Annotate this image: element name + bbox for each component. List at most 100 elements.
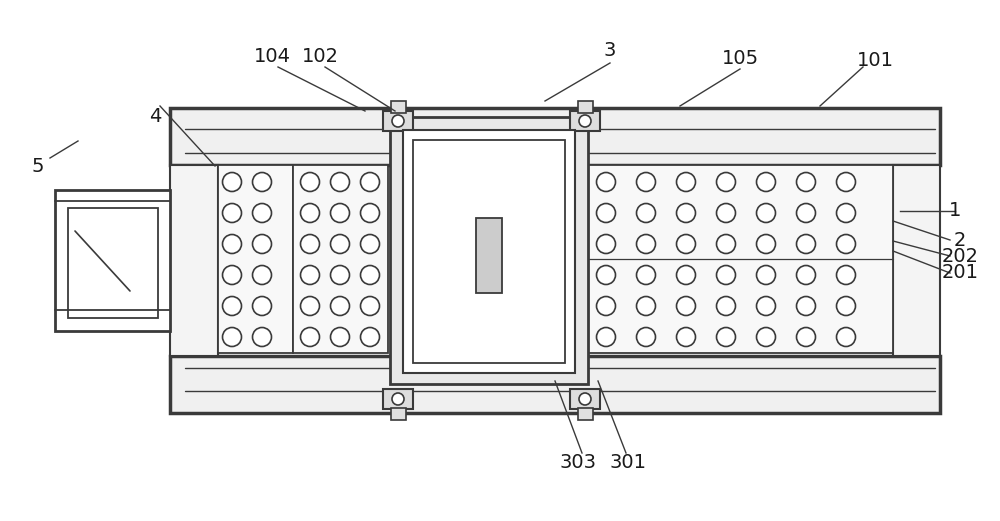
- Circle shape: [676, 234, 696, 254]
- Text: 202: 202: [942, 246, 978, 266]
- Circle shape: [716, 234, 736, 254]
- Circle shape: [392, 393, 404, 405]
- Circle shape: [596, 172, 616, 192]
- Circle shape: [796, 296, 816, 316]
- Text: 301: 301: [610, 453, 646, 473]
- Bar: [293, 165, 388, 353]
- Circle shape: [716, 204, 736, 222]
- Circle shape: [796, 234, 816, 254]
- Circle shape: [252, 296, 272, 316]
- Circle shape: [716, 172, 736, 192]
- Circle shape: [676, 266, 696, 284]
- Bar: [578, 408, 593, 420]
- Circle shape: [596, 266, 616, 284]
- Circle shape: [300, 328, 320, 346]
- Circle shape: [757, 204, 776, 222]
- Circle shape: [330, 328, 350, 346]
- Text: 5: 5: [32, 156, 44, 176]
- Circle shape: [836, 266, 856, 284]
- Circle shape: [836, 234, 856, 254]
- Bar: [391, 408, 406, 420]
- Circle shape: [637, 172, 656, 192]
- Circle shape: [330, 204, 350, 222]
- Circle shape: [222, 172, 242, 192]
- Text: 101: 101: [856, 52, 894, 70]
- Circle shape: [757, 234, 776, 254]
- Circle shape: [579, 115, 591, 127]
- Circle shape: [252, 234, 272, 254]
- Bar: [383, 111, 413, 131]
- Bar: [570, 111, 600, 131]
- Text: 4: 4: [149, 106, 161, 126]
- Circle shape: [360, 204, 380, 222]
- Circle shape: [330, 266, 350, 284]
- Circle shape: [637, 328, 656, 346]
- Bar: [391, 101, 406, 113]
- Circle shape: [757, 296, 776, 316]
- Text: 201: 201: [942, 264, 978, 282]
- Bar: [383, 389, 413, 409]
- Circle shape: [757, 172, 776, 192]
- Circle shape: [637, 296, 656, 316]
- Circle shape: [716, 266, 736, 284]
- Text: 1: 1: [949, 202, 961, 220]
- Circle shape: [360, 266, 380, 284]
- Circle shape: [300, 266, 320, 284]
- Circle shape: [757, 328, 776, 346]
- Circle shape: [836, 328, 856, 346]
- Circle shape: [757, 266, 776, 284]
- Text: 105: 105: [721, 49, 759, 68]
- Circle shape: [360, 172, 380, 192]
- Bar: [218, 165, 293, 353]
- Circle shape: [637, 266, 656, 284]
- Circle shape: [796, 328, 816, 346]
- Text: 104: 104: [254, 46, 290, 66]
- Circle shape: [222, 266, 242, 284]
- Circle shape: [796, 172, 816, 192]
- Bar: [170, 108, 940, 165]
- Bar: [588, 165, 893, 353]
- Circle shape: [300, 296, 320, 316]
- Bar: [578, 101, 593, 113]
- Circle shape: [637, 204, 656, 222]
- Text: 303: 303: [560, 453, 596, 473]
- Bar: [403, 130, 575, 373]
- Circle shape: [252, 328, 272, 346]
- Circle shape: [252, 266, 272, 284]
- Circle shape: [796, 204, 816, 222]
- Text: 3: 3: [604, 42, 616, 60]
- Circle shape: [222, 328, 242, 346]
- Text: 102: 102: [302, 46, 338, 66]
- Circle shape: [252, 204, 272, 222]
- Circle shape: [330, 234, 350, 254]
- Circle shape: [596, 204, 616, 222]
- Circle shape: [716, 296, 736, 316]
- Circle shape: [222, 296, 242, 316]
- Circle shape: [252, 172, 272, 192]
- Circle shape: [300, 204, 320, 222]
- Circle shape: [637, 234, 656, 254]
- Bar: [570, 389, 600, 409]
- Bar: [170, 356, 940, 413]
- Text: 2: 2: [954, 231, 966, 251]
- Circle shape: [676, 328, 696, 346]
- Circle shape: [222, 234, 242, 254]
- Bar: [55, 190, 170, 331]
- Circle shape: [676, 204, 696, 222]
- Bar: [68, 208, 158, 318]
- Circle shape: [360, 234, 380, 254]
- Bar: [476, 218, 502, 293]
- Circle shape: [330, 172, 350, 192]
- Circle shape: [300, 234, 320, 254]
- Circle shape: [330, 296, 350, 316]
- Circle shape: [836, 296, 856, 316]
- Bar: [390, 117, 588, 384]
- Circle shape: [836, 172, 856, 192]
- Circle shape: [360, 328, 380, 346]
- Circle shape: [676, 296, 696, 316]
- Circle shape: [579, 393, 591, 405]
- Circle shape: [676, 172, 696, 192]
- Circle shape: [716, 328, 736, 346]
- Circle shape: [360, 296, 380, 316]
- Circle shape: [836, 204, 856, 222]
